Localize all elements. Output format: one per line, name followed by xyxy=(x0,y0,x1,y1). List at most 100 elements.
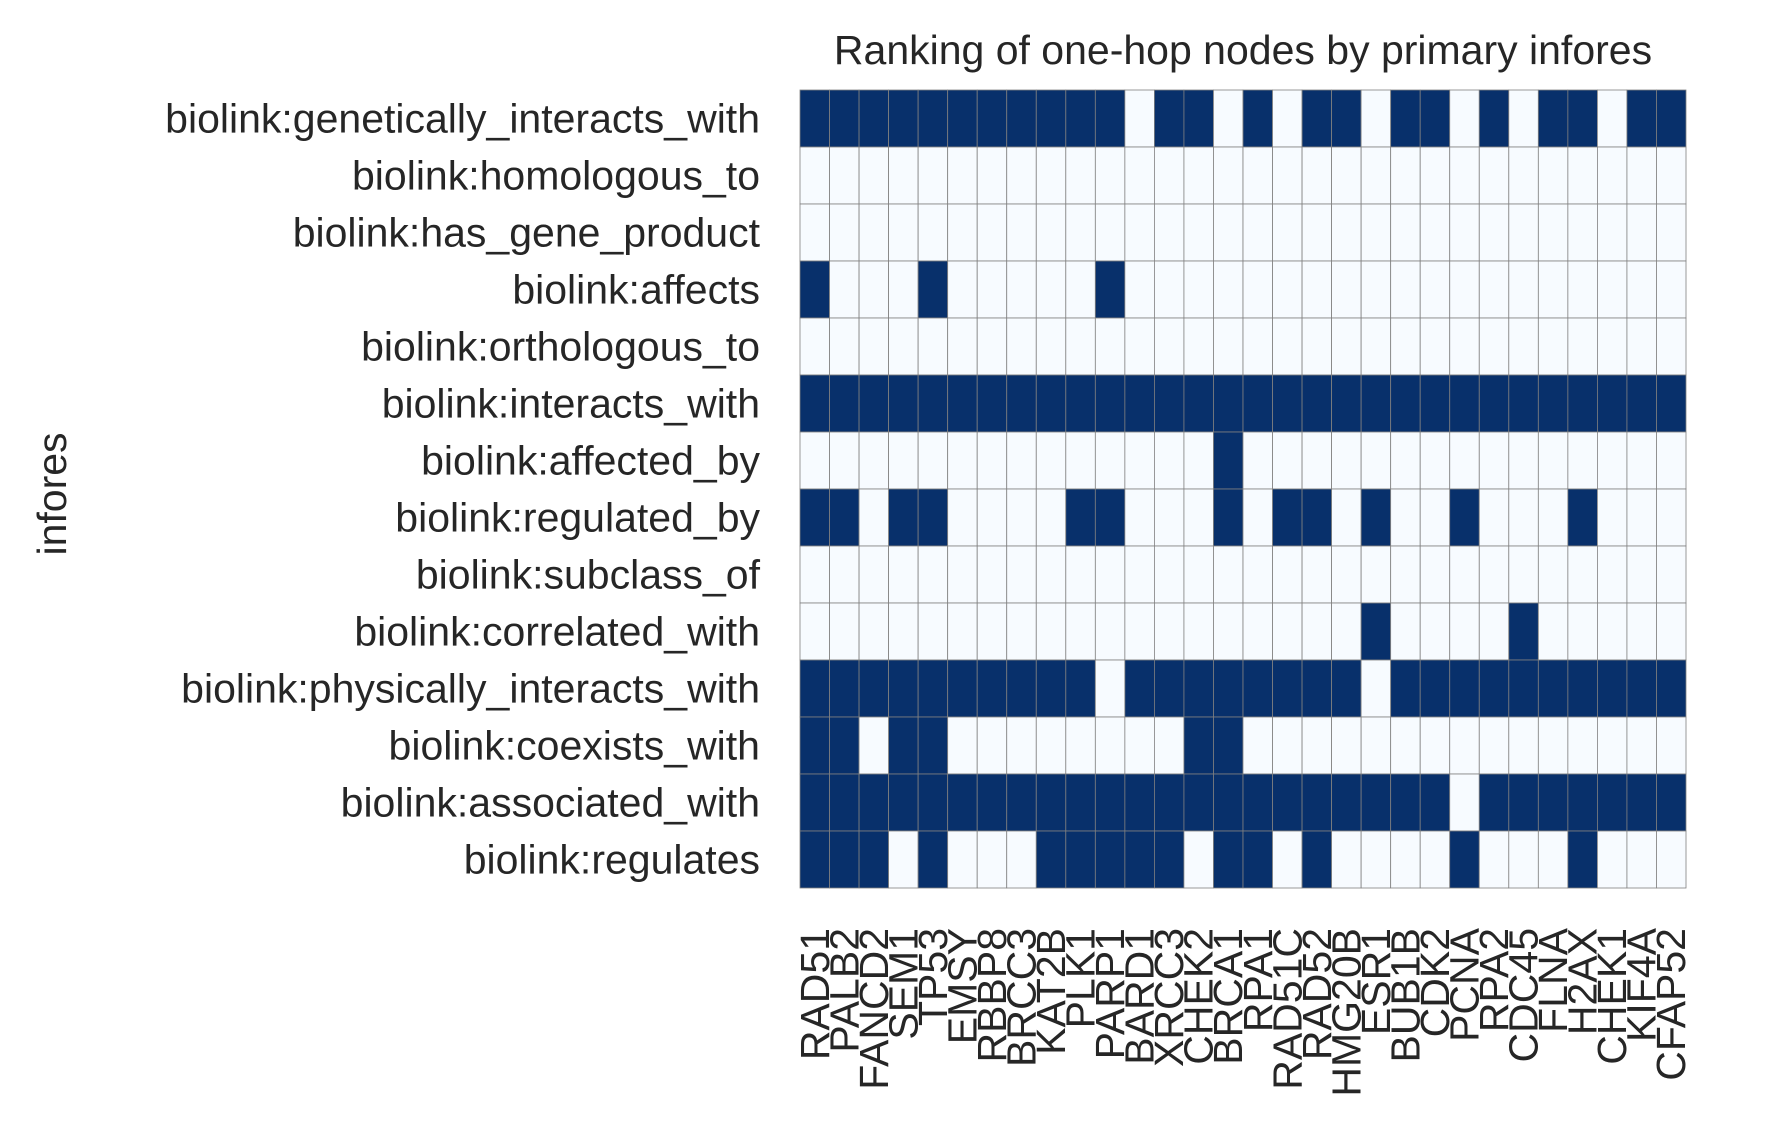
heatmap-cell-11-0 xyxy=(799,716,830,775)
heatmap-cell-4-20 xyxy=(1390,317,1421,376)
heatmap-cell-5-19 xyxy=(1360,374,1392,433)
heatmap-cell-9-8 xyxy=(1035,602,1067,661)
x-tick-label: PCNA xyxy=(1442,927,1488,1042)
heatmap-cell-1-13 xyxy=(1183,146,1214,205)
heatmap-cell-3-29 xyxy=(1656,260,1687,319)
heatmap-cell-1-0 xyxy=(799,146,830,205)
heatmap-cell-10-6 xyxy=(976,659,1008,718)
heatmap-cell-9-14 xyxy=(1213,602,1244,661)
heatmap-cell-0-10 xyxy=(1094,89,1126,148)
heatmap-cell-11-11 xyxy=(1124,716,1155,775)
heatmap-cell-7-29 xyxy=(1656,488,1687,547)
heatmap-cell-9-11 xyxy=(1124,602,1155,661)
heatmap-cell-1-1 xyxy=(829,146,860,205)
heatmap-cell-9-15 xyxy=(1242,602,1273,661)
heatmap-cell-11-10 xyxy=(1094,716,1126,775)
heatmap-cell-11-1 xyxy=(829,716,860,775)
heatmap-cell-13-21 xyxy=(1419,830,1451,889)
heatmap-cell-0-19 xyxy=(1360,89,1392,148)
heatmap-cell-11-25 xyxy=(1537,716,1569,775)
heatmap-cell-1-28 xyxy=(1626,146,1657,205)
heatmap-cell-4-5 xyxy=(947,317,978,376)
heatmap-cell-9-16 xyxy=(1272,602,1303,661)
heatmap-cell-2-27 xyxy=(1597,203,1628,262)
heatmap-cell-1-24 xyxy=(1508,146,1539,205)
heatmap-cell-7-1 xyxy=(829,488,860,547)
y-tick-label: biolink:coexists_with xyxy=(389,723,760,769)
heatmap-cell-10-3 xyxy=(888,659,919,718)
heatmap-cell-13-17 xyxy=(1301,830,1332,889)
heatmap-cell-0-23 xyxy=(1478,89,1510,148)
heatmap-cell-4-25 xyxy=(1537,317,1569,376)
heatmap-cell-4-15 xyxy=(1242,317,1273,376)
heatmap-cell-7-17 xyxy=(1301,488,1332,547)
heatmap-cell-6-3 xyxy=(888,431,919,490)
heatmap-cell-10-29 xyxy=(1656,659,1687,718)
heatmap-cell-9-20 xyxy=(1390,602,1421,661)
heatmap-cell-7-22 xyxy=(1449,488,1480,547)
x-tick-label: H2AX xyxy=(1560,928,1606,1035)
heatmap-cell-3-3 xyxy=(888,260,919,319)
x-tick-label: PALB2 xyxy=(821,928,867,1053)
heatmap-cell-8-6 xyxy=(976,545,1008,604)
heatmap-cell-10-1 xyxy=(829,659,860,718)
heatmap-cell-3-0 xyxy=(799,260,830,319)
heatmap-cell-13-18 xyxy=(1331,830,1362,889)
heatmap-cell-13-24 xyxy=(1508,830,1539,889)
heatmap-cell-2-4 xyxy=(917,203,949,262)
heatmap-cell-1-20 xyxy=(1390,146,1421,205)
heatmap-cell-12-24 xyxy=(1508,773,1539,832)
heatmap-cell-7-7 xyxy=(1006,488,1037,547)
heatmap-cell-0-0 xyxy=(799,89,830,148)
heatmap-cell-2-16 xyxy=(1272,203,1303,262)
heatmap-cell-1-10 xyxy=(1094,146,1126,205)
heatmap-cell-3-2 xyxy=(858,260,889,319)
heatmap-cell-13-20 xyxy=(1390,830,1421,889)
x-tick-label: PLK1 xyxy=(1058,928,1104,1028)
heatmap-cell-7-3 xyxy=(888,488,919,547)
heatmap-cell-0-17 xyxy=(1301,89,1332,148)
heatmap-cell-1-15 xyxy=(1242,146,1273,205)
heatmap-cell-8-2 xyxy=(858,545,889,604)
heatmap-cell-10-8 xyxy=(1035,659,1067,718)
heatmap-cell-6-22 xyxy=(1449,431,1480,490)
heatmap-cell-7-14 xyxy=(1213,488,1244,547)
heatmap-cell-8-20 xyxy=(1390,545,1421,604)
heatmap-cell-10-18 xyxy=(1331,659,1362,718)
heatmap-cell-11-19 xyxy=(1360,716,1392,775)
heatmap-cell-5-16 xyxy=(1272,374,1303,433)
heatmap-cell-3-9 xyxy=(1065,260,1096,319)
x-tick-label: PARP1 xyxy=(1087,928,1133,1059)
heatmap-cell-1-23 xyxy=(1478,146,1510,205)
heatmap-cell-13-3 xyxy=(888,830,919,889)
heatmap-cell-5-28 xyxy=(1626,374,1657,433)
heatmap-cell-0-9 xyxy=(1065,89,1096,148)
heatmap-cell-0-4 xyxy=(917,89,949,148)
heatmap-cell-13-25 xyxy=(1537,830,1569,889)
heatmap-cell-6-13 xyxy=(1183,431,1214,490)
heatmap-cell-2-28 xyxy=(1626,203,1657,262)
heatmap-cell-4-16 xyxy=(1272,317,1303,376)
heatmap-cell-9-23 xyxy=(1478,602,1510,661)
heatmap-cell-5-29 xyxy=(1656,374,1687,433)
heatmap-cell-9-29 xyxy=(1656,602,1687,661)
heatmap-cell-10-11 xyxy=(1124,659,1155,718)
heatmap-cell-3-6 xyxy=(976,260,1008,319)
heatmap-cell-11-20 xyxy=(1390,716,1421,775)
heatmap-cell-6-16 xyxy=(1272,431,1303,490)
y-tick-label: biolink:correlated_with xyxy=(354,609,760,655)
heatmap-cell-6-20 xyxy=(1390,431,1421,490)
heatmap-cell-1-2 xyxy=(858,146,889,205)
heatmap-cell-13-1 xyxy=(829,830,860,889)
heatmap-cell-7-15 xyxy=(1242,488,1273,547)
heatmap-cell-0-6 xyxy=(976,89,1008,148)
chart-title: Ranking of one-hop nodes by primary info… xyxy=(834,27,1652,73)
heatmap-cell-3-25 xyxy=(1537,260,1569,319)
heatmap-cell-6-29 xyxy=(1656,431,1687,490)
heatmap-cell-12-25 xyxy=(1537,773,1569,832)
heatmap-cell-8-27 xyxy=(1597,545,1628,604)
heatmap-cell-2-12 xyxy=(1154,203,1185,262)
y-tick-label: biolink:homologous_to xyxy=(352,153,760,199)
heatmap-cell-4-9 xyxy=(1065,317,1096,376)
heatmap-cell-1-7 xyxy=(1006,146,1037,205)
